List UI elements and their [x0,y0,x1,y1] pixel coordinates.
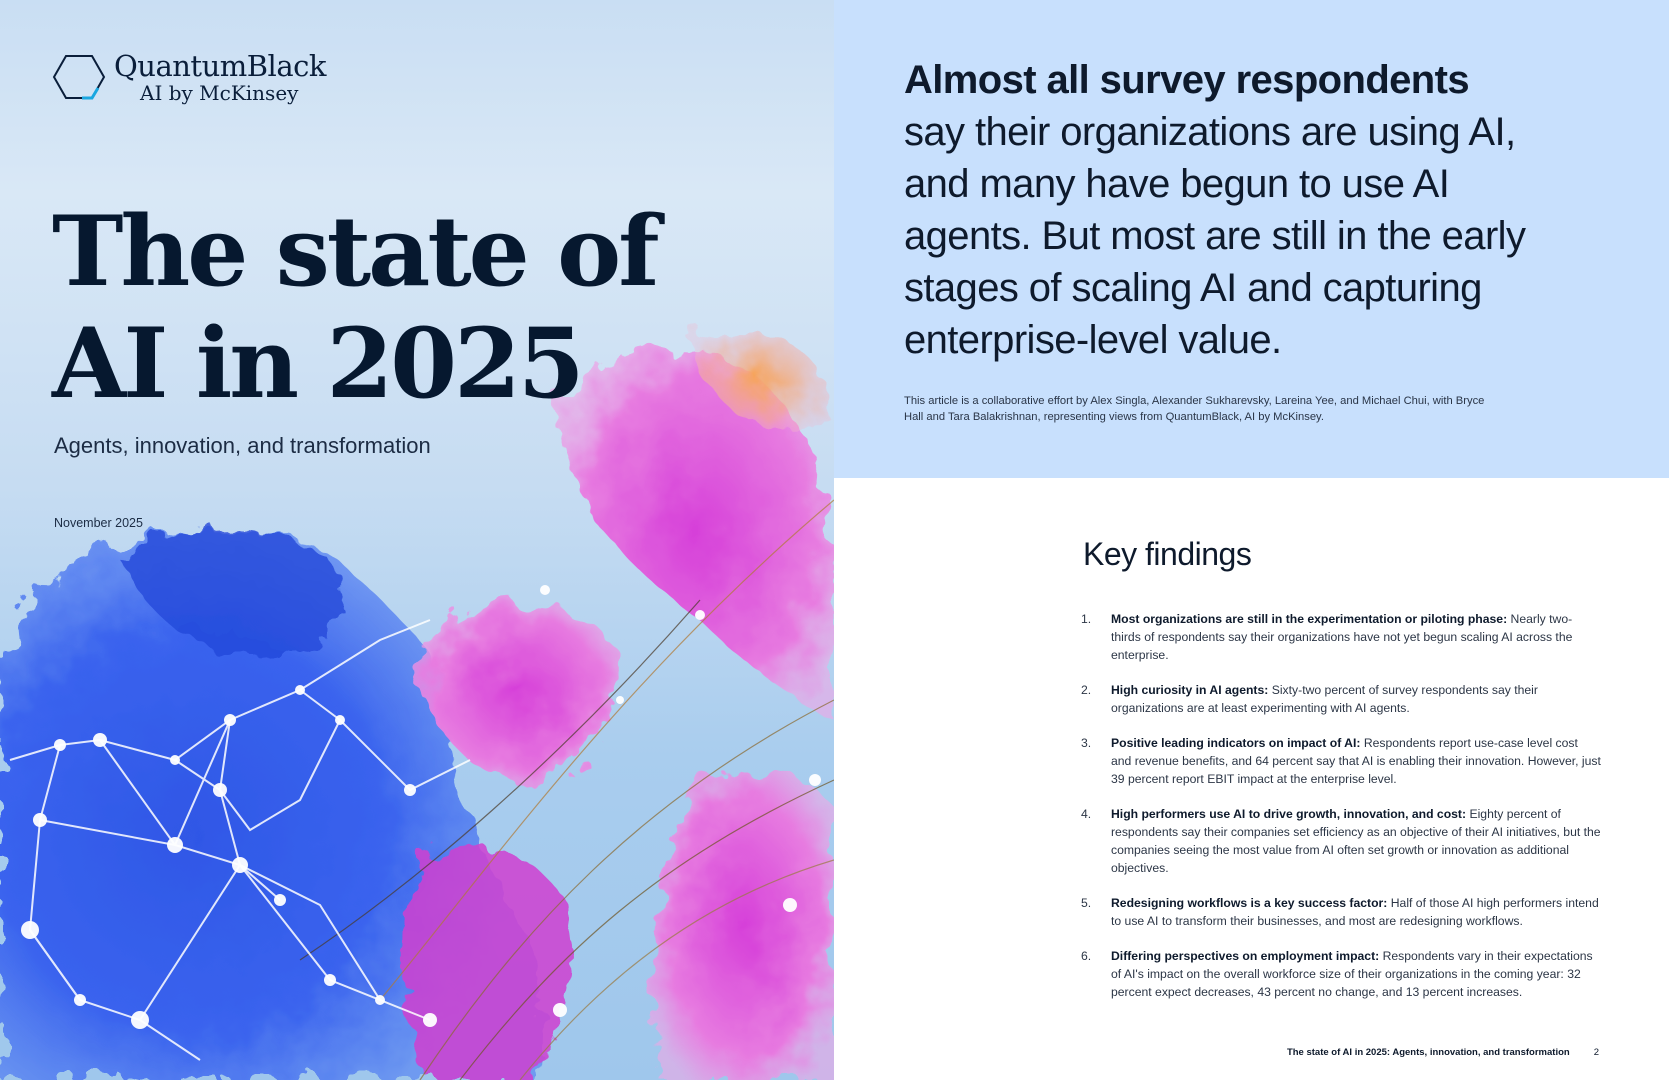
intro-panel: Almost all survey respondents say their … [834,0,1669,478]
intro-headline-rest: say their organizations are using AI, an… [904,110,1526,362]
finding-text: Nearly two-thirds of respondents say the… [1111,612,1573,662]
running-title: The state of AI in 2025: Agents, innovat… [1286,1047,1570,1058]
logo-wordmark: QuantumBlack [114,49,326,83]
finding-item-4: 4. High performers use AI to drive growt… [1081,805,1601,877]
cover-title-line-2: AI in 2025 [52,307,585,420]
finding-item-3: 3. Positive leading indicators on impact… [1081,734,1601,788]
hexagon-logo-icon [52,55,106,100]
finding-lead: High curiosity in AI agents: [1111,683,1269,697]
finding-number: 3. [1081,736,1092,750]
finding-item-1: 1. Most organizations are still in the e… [1081,610,1601,664]
cover-page: QuantumBlack AI by McKinsey The state of… [0,0,834,1080]
key-findings-section: Key findings 1. Most organizations are s… [834,478,1669,1080]
finding-item-2: 2. High curiosity in AI agents: Sixty-tw… [1081,681,1601,717]
finding-text: Eighty percent of respondents say their … [1111,807,1601,875]
finding-number: 4. [1081,807,1092,821]
finding-lead: High performers use AI to drive growth, … [1111,807,1467,821]
page-number: 2 [1593,1047,1599,1058]
publication-date: November 2025 [54,516,143,530]
finding-text: Respondents vary in their expectations o… [1111,949,1593,999]
cover-subtitle: Agents, innovation, and transformation [54,433,431,458]
author-credit: This article is a collaborative effort b… [904,395,1485,423]
finding-number: 1. [1081,612,1092,626]
finding-item-6: 6. Differing perspectives on employment … [1081,947,1601,1001]
logo-tagline: AI by McKinsey [140,81,299,105]
finding-number: 6. [1081,949,1092,963]
finding-text: Half of those AI high performers intend … [1111,896,1599,928]
finding-lead: Most organizations are still in the expe… [1111,612,1508,626]
key-findings-title: Key findings [1083,536,1252,572]
cover-title-line-1: The state of [52,195,659,308]
finding-item-5: 5. Redesigning workflows is a key succes… [1081,894,1601,930]
cover-title: The state of AI in 2025 [52,195,659,420]
quantumblack-logo: QuantumBlack AI by McKinsey [52,52,326,103]
finding-number: 2. [1081,683,1092,697]
page-footer: The state of AI in 2025: Agents, innovat… [1287,1047,1599,1058]
finding-lead: Differing perspectives on employment imp… [1111,949,1380,963]
finding-lead: Positive leading indicators on impact of… [1111,736,1361,750]
intro-headline-bold: Almost all survey respondents [904,58,1470,102]
intro-headline: Almost all survey respondents say their … [904,54,1544,366]
cover-artwork [0,330,834,1080]
finding-text: Respondents report use-case level cost a… [1111,736,1601,786]
key-findings-list: 1. Most organizations are still in the e… [1081,610,1601,1018]
finding-number: 5. [1081,896,1092,910]
finding-lead: Redesigning workflows is a key success f… [1111,896,1388,910]
finding-text: Sixty-two percent of survey respondents … [1111,683,1538,715]
